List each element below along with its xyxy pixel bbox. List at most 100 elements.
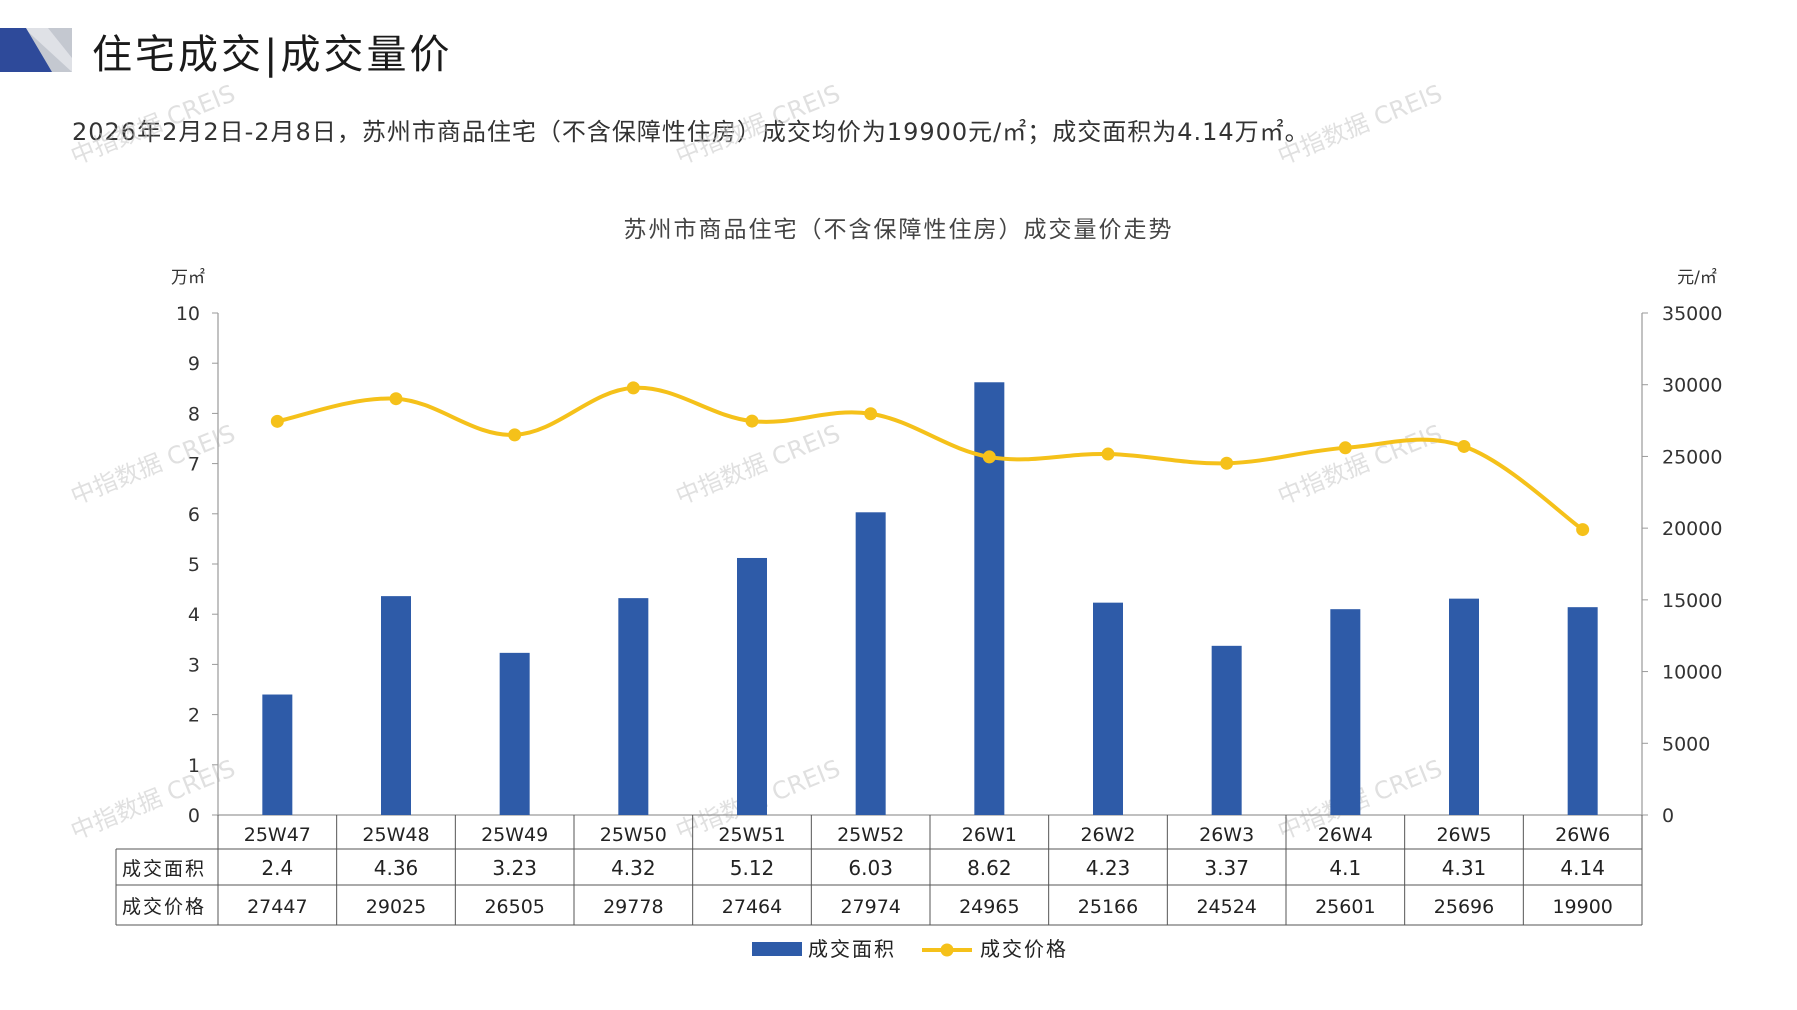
- price-value-label: 26505: [484, 896, 544, 918]
- row-header-area: 成交面积: [122, 858, 206, 880]
- price-value-label: 27974: [840, 896, 900, 918]
- price-value-label: 19900: [1552, 896, 1612, 918]
- right-tick-label: 30000: [1662, 375, 1722, 397]
- price-value-label: 24965: [959, 896, 1019, 918]
- price-line-path: [275, 385, 1585, 532]
- legend-bar-swatch: [752, 942, 802, 956]
- bar-25w48: [381, 596, 411, 815]
- area-value-label: 4.23: [1086, 856, 1131, 880]
- price-point-26w2: [1101, 447, 1115, 461]
- left-tick-label: 8: [188, 403, 200, 425]
- bar-26w2: [1093, 602, 1123, 815]
- data-table: 25W47 2.4 27447 25W48 4.36 29025 25W49 3.23 2650…: [115, 815, 1643, 926]
- x-category-label: 26W3: [1199, 824, 1254, 846]
- area-value-label: 2.4: [261, 856, 293, 880]
- right-tick-label: 25000: [1662, 446, 1722, 468]
- right-tick-label: 20000: [1662, 518, 1722, 540]
- right-tick-label: 0: [1662, 805, 1674, 827]
- chart-legend: 成交面积 成交价格: [752, 937, 1068, 961]
- area-value-label: 4.1: [1329, 856, 1361, 880]
- legend-line-marker: [940, 943, 954, 957]
- area-value-label: 4.14: [1560, 856, 1605, 880]
- left-tick-label: 9: [188, 353, 200, 375]
- x-category-label: 26W1: [962, 824, 1017, 846]
- area-value-label: 3.37: [1204, 856, 1249, 880]
- x-category-label: 26W2: [1080, 824, 1135, 846]
- right-tick-label: 10000: [1662, 662, 1722, 684]
- bar-26w4: [1330, 609, 1361, 815]
- logo-gray-light-shape: [24, 28, 72, 72]
- price-point-25w52: [864, 407, 878, 421]
- logo-dark-shape: [0, 28, 52, 72]
- price-value-label: 25696: [1434, 896, 1494, 918]
- price-value-label: 25601: [1315, 896, 1375, 918]
- watermark-text: 中指数据 CREIS: [67, 79, 239, 170]
- watermark-text: 中指数据 CREIS: [672, 79, 844, 170]
- price-value-label: 27464: [722, 896, 782, 918]
- watermark-text: 中指数据 CREIS: [67, 419, 239, 510]
- logo-gray-shape: [20, 28, 72, 72]
- price-value-label: 29778: [603, 896, 663, 918]
- bar-series-area: [262, 382, 1598, 815]
- watermark-text: 中指数据 CREIS: [672, 419, 844, 510]
- bar-26w1: [974, 382, 1005, 815]
- right-tick-label: 35000: [1662, 303, 1722, 325]
- area-value-label: 8.62: [967, 856, 1012, 880]
- x-category-label: 25W47: [244, 824, 311, 846]
- left-axis-unit: 万㎡: [171, 268, 205, 288]
- left-tick-label: 7: [188, 454, 200, 476]
- left-tick-label: 4: [188, 604, 200, 626]
- left-tick-label: 3: [188, 654, 200, 676]
- area-value-label: 4.36: [374, 856, 419, 880]
- bar-25w52: [855, 512, 886, 815]
- left-tick-label: 6: [188, 504, 200, 526]
- bar-25w51: [737, 557, 767, 815]
- bar-25w47: [262, 694, 293, 815]
- area-value-label: 6.03: [848, 856, 893, 880]
- x-category-label: 25W50: [600, 824, 667, 846]
- price-point-26w6: [1576, 523, 1590, 537]
- x-category-label: 25W51: [718, 824, 785, 846]
- left-tick-label: 10: [176, 303, 200, 325]
- right-tick-label: 15000: [1662, 590, 1722, 612]
- price-value-label: 25166: [1078, 896, 1138, 918]
- watermark-text: 中指数据 CREIS: [1274, 419, 1446, 510]
- area-value-label: 4.32: [611, 856, 656, 880]
- x-category-label: 26W5: [1436, 824, 1491, 846]
- line-series-price: [270, 381, 1590, 537]
- watermark-text: 中指数据 CREIS: [1274, 79, 1446, 170]
- price-point-26w4: [1338, 441, 1352, 455]
- price-point-26w5: [1457, 439, 1471, 453]
- row-header-price: 成交价格: [122, 896, 206, 918]
- x-category-label: 25W48: [362, 824, 429, 846]
- left-tick-label: 0: [188, 805, 200, 827]
- watermark-text: 中指数据 CREIS: [67, 754, 239, 845]
- page-title: 住宅成交|成交量价: [92, 32, 453, 78]
- price-point-25w49: [508, 428, 522, 442]
- x-category-label: 25W52: [837, 824, 904, 846]
- price-value-label: 29025: [366, 896, 426, 918]
- left-tick-label: 5: [188, 554, 200, 576]
- x-category-label: 25W49: [481, 824, 548, 846]
- area-value-label: 3.23: [492, 856, 537, 880]
- bar-26w3: [1211, 645, 1242, 815]
- bar-26w5: [1449, 598, 1479, 815]
- chart-title: 苏州市商品住宅（不含保障性住房）成交量价走势: [623, 217, 1174, 243]
- x-category-label: 26W4: [1318, 824, 1373, 846]
- price-value-label: 24524: [1196, 896, 1256, 918]
- bar-25w49: [499, 652, 530, 815]
- price-point-25w50: [626, 381, 640, 395]
- price-point-25w47: [270, 414, 284, 428]
- right-tick-label: 5000: [1662, 733, 1710, 755]
- area-value-label: 4.31: [1442, 856, 1487, 880]
- price-point-25w48: [389, 392, 403, 406]
- left-tick-label: 1: [188, 755, 200, 777]
- price-point-26w3: [1220, 456, 1234, 470]
- right-axis-unit: 元/㎡: [1677, 268, 1717, 288]
- brand-logo-icon: [0, 28, 72, 72]
- price-point-25w51: [745, 414, 759, 428]
- legend-label-price: 成交价格: [980, 937, 1068, 961]
- price-point-26w1: [982, 450, 996, 464]
- x-category-label: 26W6: [1555, 824, 1610, 846]
